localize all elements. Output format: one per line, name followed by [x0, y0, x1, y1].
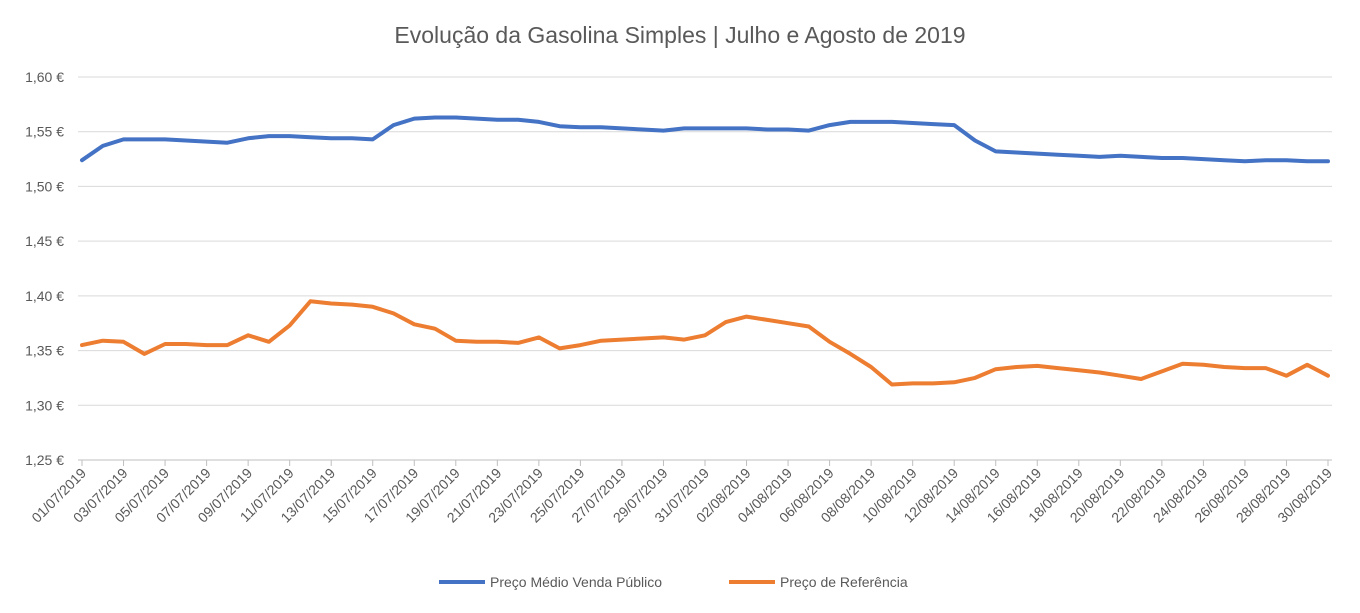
legend: Preço Médio Venda Público Preço de Refer…: [439, 574, 908, 590]
chart-title: Evolução da Gasolina Simples | Julho e A…: [394, 22, 965, 48]
series-line-1: [80, 299, 1330, 387]
legend-label-preco-referencia: Preço de Referência: [780, 574, 908, 590]
series-lines: [80, 115, 1330, 387]
gridlines: [78, 76, 1332, 461]
y-axis: 1,25 € 1,30 € 1,35 € 1,40 € 1,45 € 1,50 € 1,55…: [25, 69, 64, 468]
x-axis: 01/07/201903/07/201905/07/201907/07/2019…: [28, 460, 1335, 526]
y-tick-label: 1,40 €: [25, 288, 64, 304]
y-tick-label: 1,45 €: [25, 233, 64, 249]
y-tick-label: 1,25 €: [25, 452, 64, 468]
y-tick-label: 1,50 €: [25, 178, 64, 194]
y-tick-label: 1,60 €: [25, 69, 64, 85]
y-tick-label: 1,30 €: [25, 397, 64, 413]
y-tick-label: 1,35 €: [25, 343, 64, 359]
legend-label-preco-medio: Preço Médio Venda Público: [490, 574, 662, 590]
y-tick-label: 1,55 €: [25, 124, 64, 140]
series-line-0: [80, 115, 1330, 164]
